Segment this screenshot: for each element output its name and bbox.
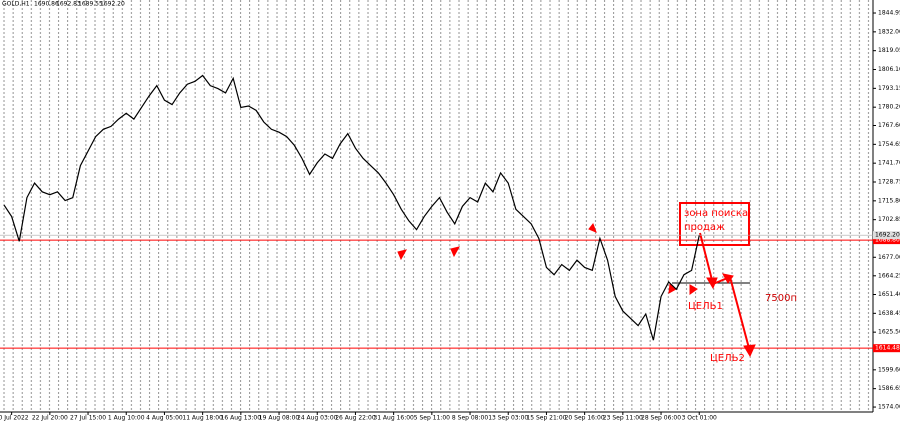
x-tick-label: 22 Jul 20:00 <box>32 415 68 422</box>
y-tick-label: 1741.70 <box>878 160 900 167</box>
price-line <box>3 74 700 341</box>
y-tick-label: 1844.95 <box>878 10 900 17</box>
y-tick-label: 1832.00 <box>878 28 900 35</box>
x-tick-label: 8 Sep 08:00 <box>452 415 488 422</box>
points-label: 7500п <box>765 293 797 304</box>
x-tick-label: 1 Aug 10:00 <box>108 415 145 422</box>
x-tick-label: 31 Aug 16:00 <box>373 415 414 422</box>
x-tick-label: 28 Sep 06:00 <box>641 415 681 422</box>
target-label: ЦЕЛЬ1 <box>688 301 723 312</box>
y-tick-label: 1819.05 <box>878 47 900 54</box>
vertical-grid <box>0 0 873 412</box>
y-tick-label: 1806.10 <box>878 66 900 73</box>
current-price-tag <box>873 231 900 240</box>
y-tick-label: 1651.40 <box>878 291 900 298</box>
x-tick-label: 20 Jul 2022 <box>0 415 29 422</box>
arrows <box>397 223 756 358</box>
chart-title: GOLD,H1 <box>2 1 30 8</box>
x-tick-label: 15 Sep 21:00 <box>526 415 566 422</box>
y-tick-label: 1638.45 <box>878 310 900 317</box>
ohlc-value: 1692.83 <box>56 1 81 8</box>
x-tick-label: 23 Sep 11:00 <box>603 415 643 422</box>
y-tick-label: 1780.20 <box>878 104 900 111</box>
target-label: ЦЕЛЬ2 <box>710 353 745 364</box>
level-label: 1614.48 <box>875 345 900 352</box>
zone-label: продаж <box>684 222 725 233</box>
y-tick-label: 1586.65 <box>878 385 900 392</box>
x-tick-label: 13 Sep 03:00 <box>488 415 528 422</box>
current-price-label: 1692.20 <box>875 232 900 239</box>
ohlc-value: 1690.86 <box>34 1 59 8</box>
y-tick-label: 1754.65 <box>878 141 900 148</box>
level-label: 1688.80 <box>875 237 900 244</box>
y-tick-label: 1702.85 <box>878 216 900 223</box>
zone-label: зона поиска <box>684 208 748 219</box>
x-tick-label: 5 Sep 11:00 <box>414 415 450 422</box>
ohlc-value: 1689.55 <box>78 1 103 8</box>
x-tick-label: 3 Oct 01:00 <box>682 415 717 422</box>
x-tick-label: 27 Jul 15:00 <box>70 415 106 422</box>
y-tick-label: 1728.75 <box>878 179 900 186</box>
y-tick-label: 1599.60 <box>878 366 900 373</box>
y-tick-label: 1793.15 <box>878 85 900 92</box>
level-tag <box>873 344 900 353</box>
x-tick-label: 4 Aug 05:00 <box>146 415 183 422</box>
x-tick-label: 11 Aug 18:00 <box>182 415 223 422</box>
x-tick-label: 24 Aug 03:00 <box>297 415 338 422</box>
y-tick-label: 1767.60 <box>878 122 900 129</box>
y-tick-label: 1664.25 <box>878 272 900 279</box>
y-tick-label: 1677.00 <box>878 254 900 261</box>
ohlc-value: 1692.20 <box>100 1 125 8</box>
x-tick-label: 16 Aug 13:00 <box>221 415 262 422</box>
y-tick-label: 1715.80 <box>878 197 900 204</box>
x-tick-label: 26 Aug 22:00 <box>335 415 376 422</box>
level-tag <box>873 236 900 245</box>
y-tick-label: 1625.50 <box>878 329 900 336</box>
x-tick-label: 20 Sep 16:00 <box>565 415 605 422</box>
x-tick-label: 19 Aug 08:00 <box>259 415 300 422</box>
y-tick-label: 1574.00 <box>878 404 900 411</box>
sell-zone-box <box>679 202 750 246</box>
